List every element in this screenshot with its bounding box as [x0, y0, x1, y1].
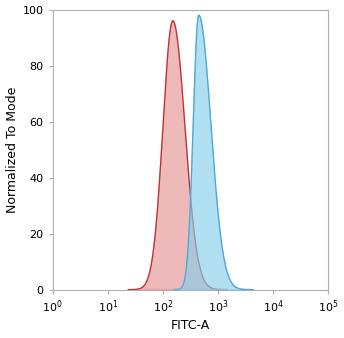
Polygon shape [128, 21, 227, 290]
Y-axis label: Normalized To Mode: Normalized To Mode [6, 87, 19, 213]
X-axis label: FITC-A: FITC-A [171, 319, 210, 333]
Polygon shape [174, 15, 253, 290]
